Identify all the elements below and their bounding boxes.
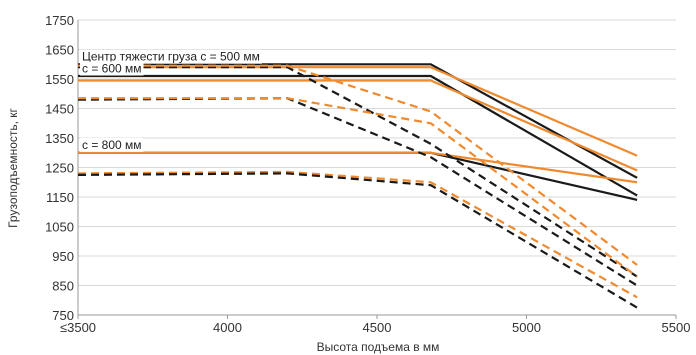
y-tick-label: 850 <box>52 279 74 294</box>
orange-dashed-series-line <box>77 170 638 299</box>
orange-dashed-series-line <box>78 64 638 266</box>
axes <box>77 20 677 319</box>
y-tick-label: 950 <box>52 249 74 264</box>
annotations: Центр тяжести груза c = 500 ммc = 600 мм… <box>80 49 262 152</box>
y-tick-label: 1250 <box>45 161 74 176</box>
y-tick-label: 750 <box>52 308 74 323</box>
x-axis-title: Высота подъема в мм <box>317 340 440 354</box>
black-dashed-series-line <box>78 66 638 278</box>
x-tick-label: 4000 <box>213 320 242 335</box>
annotation-label: Центр тяжести груза c = 500 мм <box>82 50 260 64</box>
orange-dashed-series-line <box>78 97 638 278</box>
annotation-background <box>80 49 262 64</box>
series-lines <box>77 63 638 309</box>
annotation-label: c = 600 мм <box>82 62 142 76</box>
y-tick-label: 1050 <box>45 220 74 235</box>
y-tick-label: 1150 <box>46 190 74 205</box>
x-tick-label: 5000 <box>512 320 541 335</box>
x-tick-label: ≤3500 <box>60 320 96 335</box>
y-axis-title: Грузоподъемность, кг <box>6 107 20 227</box>
black-dashed-series-line <box>77 172 638 309</box>
grid-lines <box>78 19 676 286</box>
black-solid-series-line <box>78 74 638 197</box>
x-tick-label: 4500 <box>363 320 392 335</box>
annotation-background <box>80 61 144 76</box>
y-tick-label: 1350 <box>45 131 74 146</box>
annotation-label: c = 800 мм <box>82 138 142 152</box>
orange-solid-series-line <box>78 151 638 184</box>
tick-labels: 750 850 950 1050 1150 1250 1350 1450 1550 1650 175… <box>45 13 690 335</box>
y-tick-label: 1750 <box>45 13 74 28</box>
y-tick-label: 1450 <box>45 102 74 117</box>
orange-solid-series-line <box>78 79 638 172</box>
x-tick-label: 5500 <box>662 320 691 335</box>
y-tick-label: 1550 <box>45 72 74 87</box>
y-tick-label: 1650 <box>45 43 74 58</box>
annotation-background <box>80 137 144 152</box>
